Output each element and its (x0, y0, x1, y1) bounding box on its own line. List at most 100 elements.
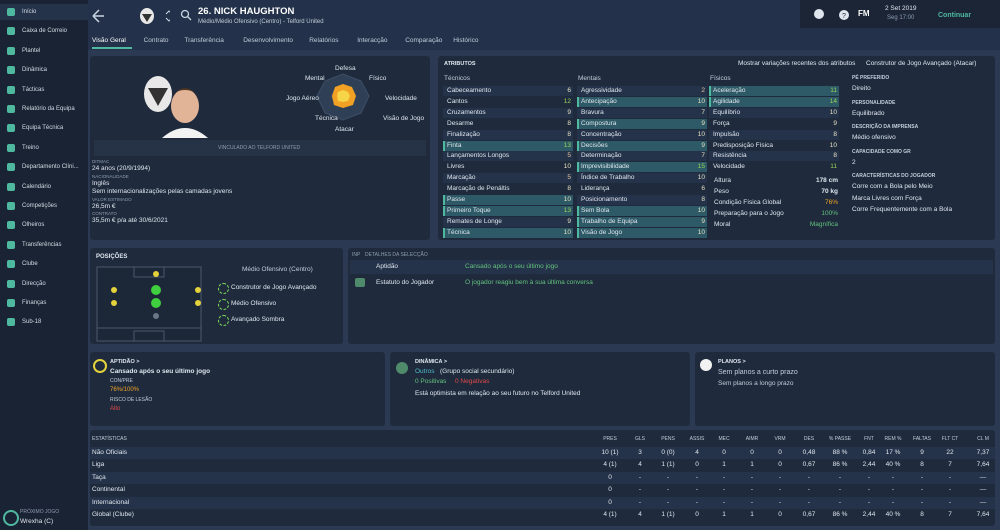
info-value: 35,5m € p/a até 30/6/2021 (92, 217, 168, 224)
stats-cell: Não Oficiais (92, 449, 128, 456)
tab[interactable]: Interacção (357, 37, 388, 44)
attr-row-bg (577, 151, 707, 162)
sidebar-item[interactable]: Finanças (22, 300, 47, 306)
stats-cell: - (838, 473, 842, 481)
stats-row (90, 459, 995, 472)
sidebar-item[interactable]: Olheiros (22, 222, 45, 229)
sidebar-item[interactable]: Calendário (22, 183, 52, 190)
extra-name: Peso (714, 187, 729, 195)
attr-value: 13 (563, 206, 571, 214)
tab[interactable]: Histórico (453, 37, 479, 44)
stats-cell: - (666, 473, 670, 481)
stats-cell: Global (Clube) (92, 511, 134, 518)
dynamics-group[interactable]: Outros (415, 368, 435, 375)
stats-cell: - (948, 486, 952, 494)
stats-cell: - (722, 473, 726, 481)
tab[interactable]: Visão Geral (92, 37, 126, 44)
plans-card[interactable] (695, 352, 995, 426)
status-badge (355, 278, 365, 287)
stats-cell: 4 (638, 461, 642, 469)
sidebar-item[interactable]: Dinâmica (22, 67, 48, 74)
attr-name: Desarme (447, 119, 474, 127)
attr-name: Determinação (581, 152, 622, 160)
radar-label: Visão de Jogo (383, 115, 425, 122)
sidebar-item[interactable]: Direcção (22, 280, 46, 287)
sidebar-item[interactable]: Equipa Técnica (22, 125, 64, 132)
aptitude-card[interactable] (90, 352, 385, 426)
attr-row-bg (443, 129, 573, 140)
side-label: DESCRIÇÃO DA IMPRENSA (852, 124, 919, 130)
sidebar-item[interactable]: Clube (22, 261, 38, 268)
dynamics-icon (396, 362, 408, 374)
sidebar-item[interactable]: Treino (22, 144, 39, 151)
stats-cell: 2,44 (862, 511, 876, 518)
dynamics-group-note: (Grupo social secundário) (440, 368, 515, 375)
role: Construtor de Jogo Avançado (231, 284, 317, 291)
card-title[interactable]: PLANOS > (718, 359, 746, 365)
stats-cell: 10 (1) (601, 449, 619, 456)
sidebar-item[interactable]: Relatório da Equipa (22, 106, 75, 112)
sidebar-item[interactable]: Sub-18 (22, 319, 42, 326)
sidebar-item[interactable]: Departamento Clíni... (22, 164, 79, 171)
attr-name: Trabalho de Equipa (581, 217, 638, 225)
sidebar-item[interactable]: Tácticas (22, 86, 45, 93)
stats-cell: - (750, 473, 754, 481)
attr-name: Compostura (581, 119, 617, 127)
next-match: Wrexha (C) (20, 518, 54, 525)
tab[interactable]: Comparação (405, 37, 443, 44)
dynamics-positive: 0 Positivas (415, 378, 447, 385)
positions-title: POSIÇÕES (96, 254, 128, 260)
stats-cell: - (807, 473, 811, 481)
attr-name: Agilidade (713, 97, 740, 105)
stats-cell: Taça (92, 473, 106, 481)
tab[interactable]: Relatórios (309, 37, 339, 44)
tab[interactable]: Contrato (143, 37, 169, 44)
stats-cell: 3 (638, 449, 642, 456)
side-label: CARACTERÍSTICAS DO JOGADOR (852, 173, 936, 179)
stats-cell: 4 (638, 511, 642, 518)
attr-row-bg (443, 151, 573, 162)
attr-row-bg (443, 118, 573, 129)
sidebar-item[interactable]: Competições (22, 203, 58, 209)
side-value: Marca Livres com Força (852, 194, 922, 202)
attr-key (577, 162, 579, 173)
stats-cell: - (891, 473, 895, 481)
stats-cell: - (867, 473, 871, 481)
card-title[interactable]: DINÂMICA > (415, 359, 448, 365)
search-icon[interactable] (180, 9, 192, 21)
sidebar-icon (7, 46, 15, 55)
stats-cell: - (807, 486, 811, 494)
stats-header: DES (803, 436, 815, 442)
pitch (96, 266, 202, 342)
details-label: Estatuto do Jogador (376, 279, 435, 286)
tab[interactable]: Transferência (184, 37, 224, 44)
sidebar-icon (7, 8, 15, 16)
stats-cell: Liga (92, 461, 105, 469)
attr-key (577, 118, 579, 129)
continue-button[interactable]: Continuar (938, 12, 972, 19)
tab[interactable]: Desenvolvimento (243, 37, 294, 44)
role-select[interactable]: Construtor de Jogo Avançado (Atacar) (866, 60, 977, 67)
sidebar-item[interactable]: Transferências (22, 241, 62, 248)
card-title[interactable]: APTIDÃO > (110, 359, 140, 365)
attributes-toggle[interactable]: Mostrar variações recentes dos atributos (738, 60, 856, 67)
stats-cell: 22 (946, 449, 954, 456)
header-icons (92, 8, 170, 24)
side-label: CAPACIDADE COMO GR (852, 148, 911, 155)
attr-name: Livres (447, 163, 465, 171)
attr-value: 9 (701, 141, 705, 149)
stats-cell: 0,84 (862, 449, 876, 456)
stats-cell: - (778, 486, 782, 494)
sidebar-item[interactable]: Início (22, 9, 37, 15)
dynamics-card[interactable] (390, 352, 690, 426)
sidebar-item[interactable]: Caixa de Correio (22, 28, 68, 35)
time: Seg 17:00 (887, 15, 915, 21)
stats-cell: 2,44 (862, 461, 876, 469)
plans-short: Sem planos a curto prazo (718, 369, 798, 376)
radar-label: Velocidade (385, 95, 417, 102)
aptitude-status: Cansado após o seu último jogo (110, 368, 211, 375)
info-value: Inglês (92, 179, 110, 187)
role-icon (218, 299, 229, 310)
sidebar-item[interactable]: Plantel (22, 47, 41, 54)
attr-row-bg (577, 184, 707, 195)
